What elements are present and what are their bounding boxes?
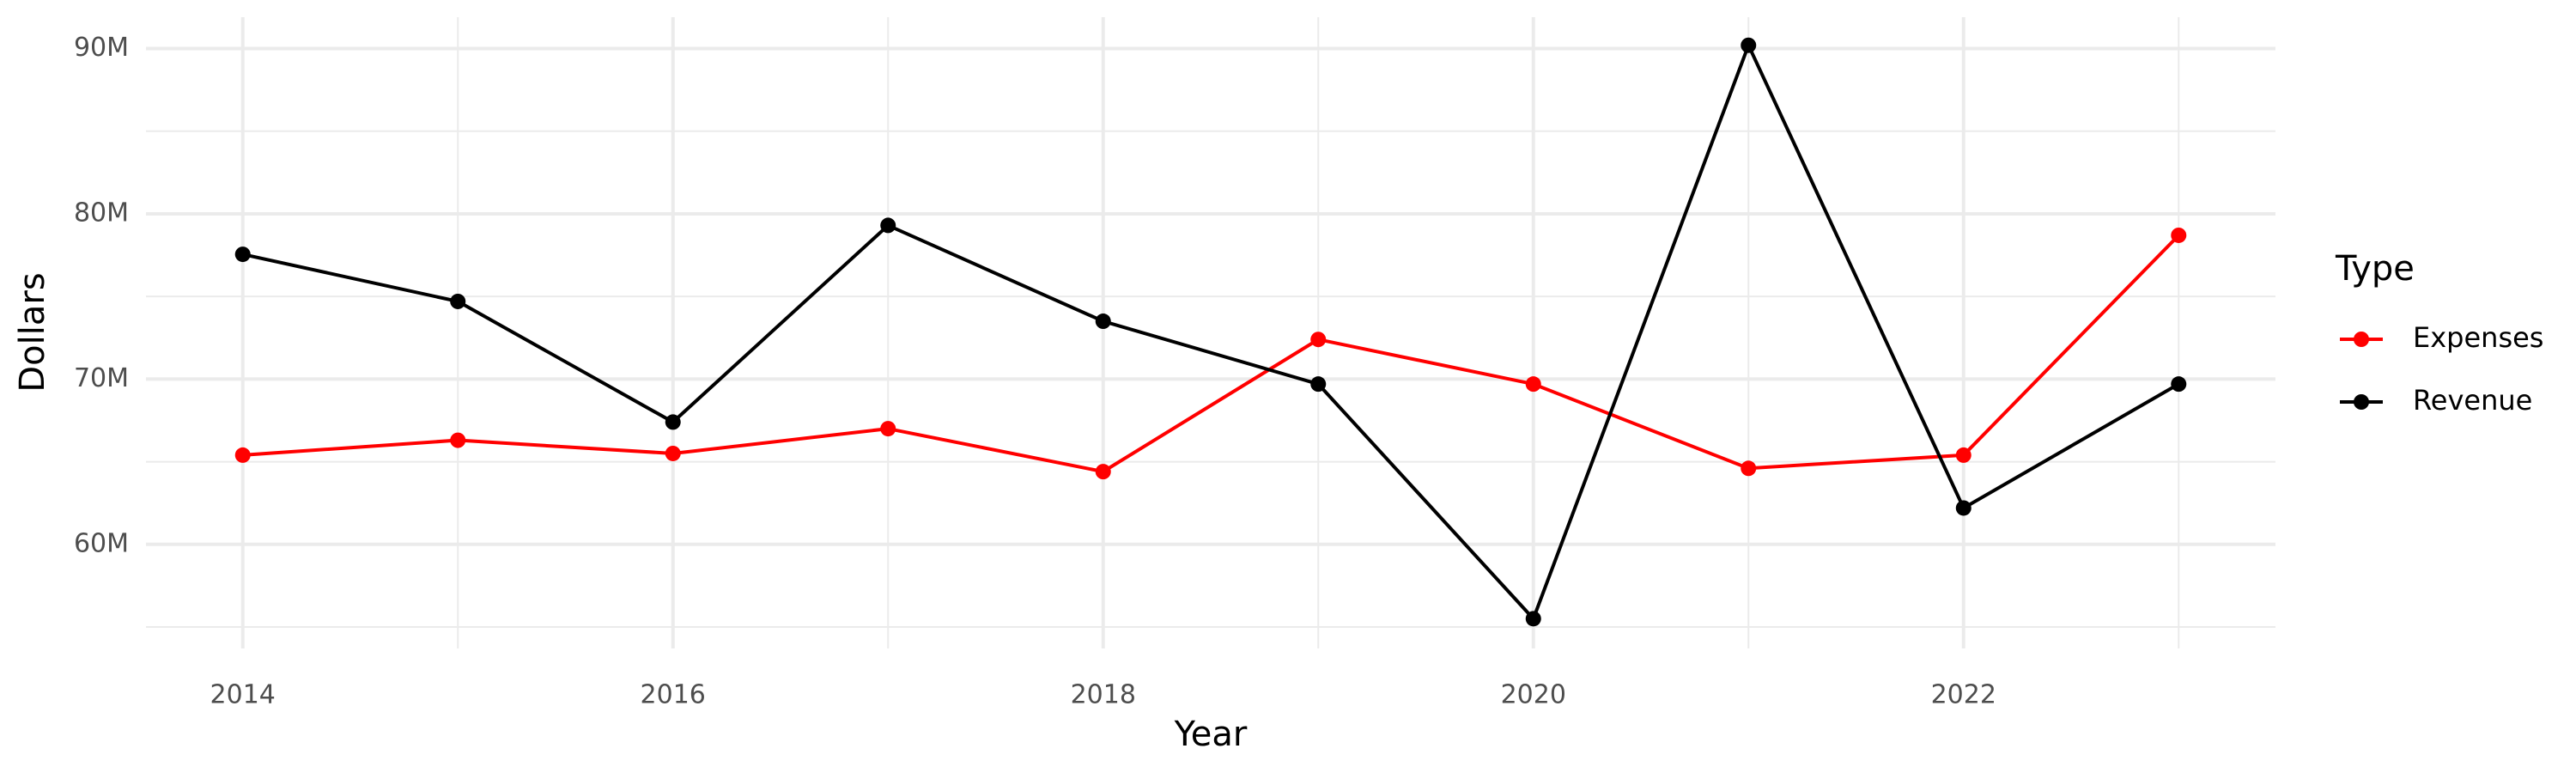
data-point bbox=[1525, 611, 1541, 627]
data-point bbox=[665, 414, 681, 430]
data-point bbox=[1955, 447, 1971, 463]
legend-key-point bbox=[2354, 394, 2369, 410]
legend-label: Expenses bbox=[2413, 321, 2543, 354]
series-line bbox=[242, 40, 2180, 623]
y-tick-label: 90M bbox=[74, 33, 129, 63]
data-point bbox=[880, 421, 896, 437]
legend-label: Revenue bbox=[2413, 384, 2532, 417]
data-point bbox=[1955, 500, 1971, 516]
data-point bbox=[665, 445, 681, 461]
y-tick-label: 60M bbox=[74, 528, 129, 558]
data-point bbox=[1095, 313, 1111, 330]
y-axis-title: Dollars bbox=[13, 272, 52, 392]
data-point bbox=[1310, 376, 1327, 393]
data-point bbox=[1095, 464, 1111, 480]
data-point bbox=[1741, 37, 1757, 53]
y-tick-label: 80M bbox=[74, 198, 129, 228]
x-tick-label: 2020 bbox=[1501, 680, 1566, 710]
data-point bbox=[234, 447, 251, 463]
x-tick-label: 2018 bbox=[1071, 680, 1136, 710]
data-point bbox=[880, 217, 896, 234]
x-tick-label: 2016 bbox=[641, 680, 706, 710]
x-tick-label: 2014 bbox=[210, 680, 276, 710]
x-tick-label: 2022 bbox=[1931, 680, 1996, 710]
data-point bbox=[2171, 376, 2187, 393]
series-line bbox=[242, 234, 2180, 474]
legend-title: Type bbox=[2335, 249, 2415, 289]
y-tick-label: 70M bbox=[74, 363, 129, 393]
x-axis-title: Year bbox=[1174, 715, 1248, 754]
data-point bbox=[234, 247, 251, 263]
data-point bbox=[1525, 376, 1541, 393]
data-point bbox=[2171, 227, 2187, 243]
data-point bbox=[450, 432, 466, 448]
data-point bbox=[450, 293, 466, 309]
legend-key-point bbox=[2354, 332, 2369, 347]
data-point bbox=[1310, 332, 1327, 348]
data-point bbox=[1741, 460, 1757, 477]
